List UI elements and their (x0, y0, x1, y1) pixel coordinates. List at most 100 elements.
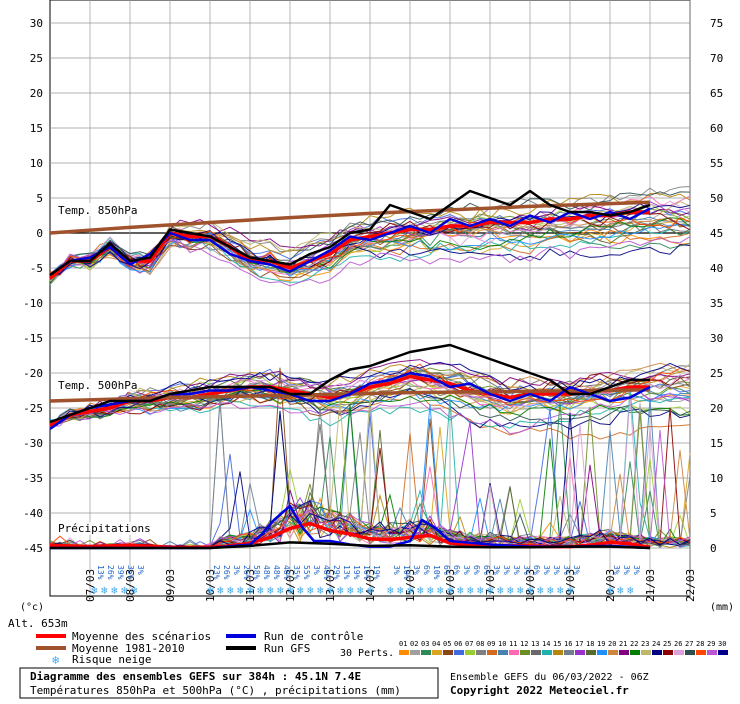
legend-label-control: Run de contrôle (264, 630, 363, 643)
footer-run-info: Ensemble GEFS du 06/03/2022 - 06Z (450, 672, 649, 683)
snow-risk-entry: ❄ 6% (467, 565, 481, 597)
snow-risk-percent: 35% (292, 565, 301, 580)
snow-risk-percent: 48% (322, 565, 331, 580)
pert-number: 21 (619, 640, 627, 648)
snow-risk-entry: ❄ 3% (507, 565, 521, 597)
snow-risk-entry: ❄ 48% (277, 565, 291, 597)
snow-risk-entry: ❄ 3% (567, 565, 581, 597)
pert-number: 13 (531, 640, 539, 648)
snowflake-icon: ❄ (547, 584, 554, 597)
snow-risk-entry: ❄ 58% (247, 565, 261, 597)
snow-risk-entry: ❄ 6% (477, 565, 491, 597)
pert-number: 27 (685, 640, 693, 648)
snow-risk-percent: 48% (282, 565, 291, 580)
pert-number: 06 (454, 640, 462, 648)
snow-risk-entry: ❄ 19% (367, 565, 381, 597)
snow-risk-percent: 55% (302, 565, 311, 580)
perturbation-line (49, 230, 691, 275)
pert-swatch (421, 650, 431, 655)
label-t500: Temp. 500hPa (58, 379, 137, 392)
snowflake-icon: ❄ (427, 584, 434, 597)
snow-risk-entry: ❄ 6% (447, 565, 461, 597)
snow-risk-entry: ❄ 35% (287, 565, 301, 597)
snow-risk-percent: 48% (272, 565, 281, 580)
snow-risk-entry: ❄ 55% (297, 565, 311, 597)
date-label: 16/03 (444, 569, 457, 602)
left-tick-label: -30 (23, 437, 43, 450)
pert-swatch (410, 650, 420, 655)
snow-risk-entry: ❄ 13% (337, 565, 351, 597)
altitude-label: Alt. 653m (8, 617, 68, 630)
pert-swatch (509, 650, 519, 655)
snow-risk-entry: ❄ 3% (457, 565, 471, 597)
snowflake-icon: ❄ (477, 584, 484, 597)
right-tick-label: 30 (710, 332, 723, 345)
right-tick-label: 20 (710, 402, 723, 415)
snowflake-icon: ❄ (497, 584, 504, 597)
snow-risk-percent: 3% (502, 565, 511, 575)
left-tick-label: 20 (30, 87, 43, 100)
snowflake-icon: ❄ (507, 584, 514, 597)
snowflake-icon: ❄ (607, 584, 614, 597)
snow-risk-percent: 13% (342, 565, 351, 580)
pert-number: 19 (597, 640, 605, 648)
snow-risk-entry: ❄ 3% (557, 565, 571, 597)
pert-number: 25 (663, 640, 671, 648)
snowflake-icon: ❄ (257, 584, 264, 597)
snowflake-icon: ❄ (287, 584, 294, 597)
snowflake-icon: ❄ (237, 584, 244, 597)
snow-risk-percent: 29% (332, 565, 341, 580)
pert-number: 07 (465, 640, 473, 648)
snow-risk-percent: 3% (492, 565, 501, 575)
snow-risk-percent: 3% (562, 565, 571, 575)
date-label: 12/03 (284, 569, 297, 602)
pert-number: 20 (608, 640, 616, 648)
perturbation-line (49, 212, 691, 276)
snow-risk-percent: 23% (212, 565, 221, 580)
pert-number: 17 (575, 640, 583, 648)
snow-risk-percent: 3% (392, 565, 401, 575)
date-label: 20/03 (604, 569, 617, 602)
right-tick-label: 45 (710, 227, 723, 240)
date-label: 21/03 (644, 569, 657, 602)
pert-number: 29 (707, 640, 715, 648)
snow-risk-percent: 16% (362, 565, 371, 580)
perturbation-line (49, 387, 691, 440)
left-tick-label: 30 (30, 17, 43, 30)
snow-risk-entry: ❄ 39% (111, 565, 125, 597)
pert-number: 23 (641, 640, 649, 648)
snowflake-icon: ❄ (91, 584, 98, 597)
snowflake-icon: ❄ (447, 584, 454, 597)
pert-swatch (454, 650, 464, 655)
snowflake-icon: ❄ (52, 653, 59, 667)
snow-risk-percent: 19% (372, 565, 381, 580)
perturbation-line (49, 363, 691, 426)
snow-risk-percent: 6% (532, 565, 541, 575)
series-line-t500 (49, 343, 650, 424)
pert-swatch (476, 650, 486, 655)
panel-labels: Temp. 850hPa Temp. 500hPa Précipitations (56, 203, 151, 535)
pert-number: 04 (432, 640, 440, 648)
snow-risk-entry: ❄ 3% (307, 565, 321, 597)
snowflake-icon: ❄ (387, 584, 394, 597)
pert-number: 30 (718, 640, 726, 648)
series-line-t850 (49, 189, 651, 277)
snowflake-icon: ❄ (267, 584, 274, 597)
snow-risk-entry: ❄ 6% (437, 565, 451, 597)
footer-copyright: Copyright 2022 Meteociel.fr (450, 684, 629, 697)
series-line-t850 (49, 200, 651, 235)
snow-risk-percent: 48% (262, 565, 271, 580)
snow-risk-percent: 13% (96, 565, 105, 580)
snowflake-icon: ❄ (101, 584, 108, 597)
snow-risk-entry: ❄ 3% (131, 565, 145, 597)
snowflake-icon: ❄ (307, 584, 314, 597)
snowflake-icon: ❄ (407, 584, 414, 597)
pert-swatch (575, 650, 585, 655)
snow-risk-entry: ❄ 10% (427, 565, 441, 597)
snow-risk-entry: ❄ 3% (497, 565, 511, 597)
left-axis-unit: (°c) (20, 602, 44, 613)
pert-number: 28 (696, 640, 704, 648)
right-tick-label: 75 (710, 17, 723, 30)
snowflake-icon: ❄ (437, 584, 444, 597)
